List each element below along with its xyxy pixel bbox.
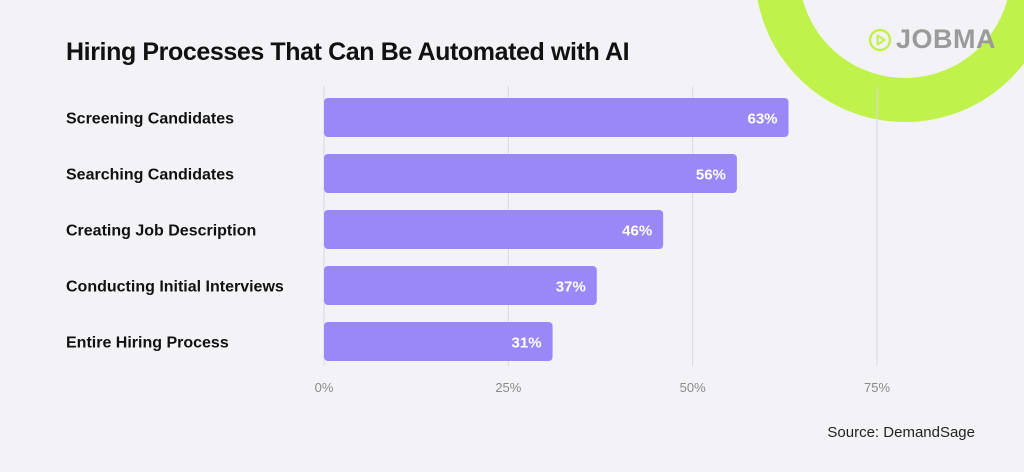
category-label: Conducting Initial Interviews (66, 279, 284, 296)
data-label: 46% (622, 223, 652, 240)
bar (324, 266, 597, 305)
brand-logo: JOBMA (868, 24, 996, 55)
category-label: Entire Hiring Process (66, 335, 229, 352)
data-label: 37% (556, 279, 586, 296)
brand-name: JOBMA (896, 24, 997, 54)
chart-title: Hiring Processes That Can Be Automated w… (66, 38, 630, 66)
data-label: 31% (512, 335, 542, 352)
x-tick-label: 0% (315, 380, 334, 395)
bar (324, 154, 737, 193)
category-label: Creating Job Description (66, 223, 256, 240)
bar (324, 98, 789, 137)
bar (324, 322, 553, 361)
x-tick-label: 75% (864, 380, 890, 395)
bar (324, 210, 664, 249)
category-label: Searching Candidates (66, 167, 234, 184)
data-label: 63% (747, 111, 777, 128)
category-label: Screening Candidates (66, 111, 234, 128)
play-circle-icon (868, 28, 892, 51)
source-note: Source: DemandSage (827, 424, 975, 441)
x-tick-label: 25% (495, 380, 521, 395)
x-tick-label: 50% (680, 380, 706, 395)
data-label: 56% (696, 167, 726, 184)
